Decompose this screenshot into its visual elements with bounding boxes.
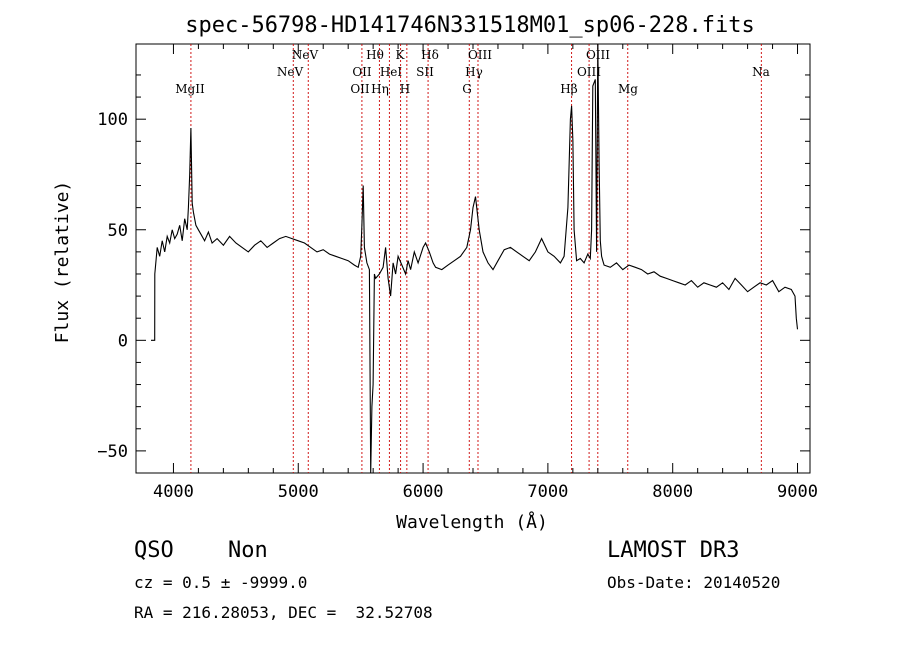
y-axis: −50 0 50 100 <box>97 74 810 462</box>
line-marker-label: Hδ <box>421 48 439 62</box>
line-marker-label: H <box>400 82 410 96</box>
plot-frame <box>135 43 811 474</box>
observation-date: Obs-Date: 20140520 <box>607 573 781 592</box>
coordinates: RA = 216.28053, DEC = 32.52708 <box>134 603 433 622</box>
redshift-cz: cz = 0.5 ± -9999.0 <box>134 573 308 592</box>
chart-title: spec-56798-HD141746N331518M01_sp06-228.f… <box>185 13 755 38</box>
line-marker-label: Hθ <box>366 48 384 62</box>
y-tick-label: 0 <box>118 331 128 351</box>
line-marker-label: OII <box>352 65 372 79</box>
line-marker-label: OIII <box>577 65 601 79</box>
x-tick-label: 6000 <box>403 482 444 502</box>
line-marker-label: Hβ <box>560 82 577 96</box>
y-axis-label: Flux (relative) <box>52 181 73 344</box>
x-axis-label: Wavelength (Å) <box>396 511 548 533</box>
line-marker-label: NeV <box>292 48 319 62</box>
line-marker-label: MgII <box>175 82 205 96</box>
line-marker-label: Hη <box>371 82 389 96</box>
object-class: QSO <box>134 538 174 563</box>
object-subclass: Non <box>228 538 268 563</box>
x-tick-label: 4000 <box>153 482 194 502</box>
x-tick-label: 8000 <box>652 482 693 502</box>
y-tick-label: −50 <box>97 442 128 462</box>
x-tick-label: 9000 <box>777 482 818 502</box>
line-marker-label: OIII <box>468 48 492 62</box>
line-marker-label: K <box>396 48 406 62</box>
line-marker-label: Hγ <box>465 65 483 79</box>
line-marker-label: NeV <box>277 65 304 79</box>
x-tick-label: 7000 <box>527 482 568 502</box>
line-marker-label: OII <box>350 82 370 96</box>
line-marker-label: SII <box>416 65 434 79</box>
x-axis: 4000 5000 6000 7000 8000 9000 <box>153 44 818 502</box>
x-tick-label: 5000 <box>278 482 319 502</box>
y-tick-label: 100 <box>97 110 128 130</box>
spectrum-line <box>151 43 799 474</box>
line-marker-label: Mg <box>618 82 638 96</box>
emission-line-markers: MgIINeVNeVOIIOIIHθHηHeIKHHδSIIGOIIIHγHβO… <box>175 44 770 473</box>
line-marker-label: G <box>462 82 472 96</box>
survey-name: LAMOST DR3 <box>607 538 740 563</box>
y-tick-label: 50 <box>108 221 128 241</box>
line-marker-label: Na <box>752 65 770 79</box>
line-marker-label: HeI <box>380 65 403 79</box>
